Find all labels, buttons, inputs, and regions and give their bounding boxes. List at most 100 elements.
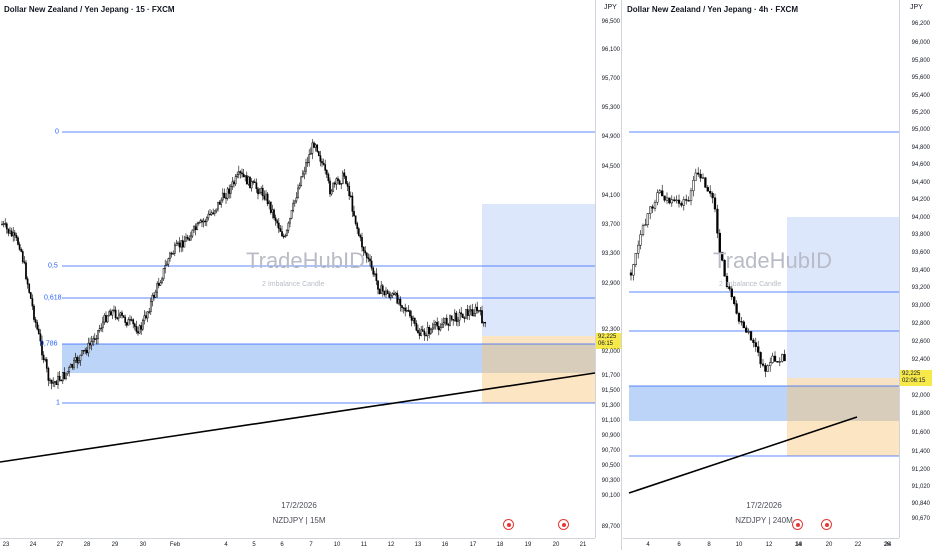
target-zone bbox=[787, 217, 899, 385]
candle-body bbox=[202, 220, 205, 223]
candle-body bbox=[759, 352, 762, 365]
current-price-label: 92,225 06:15 bbox=[596, 333, 621, 349]
candle-body bbox=[181, 240, 184, 248]
candle-body bbox=[186, 236, 189, 239]
candle-body bbox=[31, 298, 34, 307]
price-axis[interactable]: JPY 92,225 02:06:15 96,200 96,000 95,800 95… bbox=[899, 0, 932, 538]
candle-body bbox=[452, 319, 455, 321]
price-tick: 92,300 bbox=[601, 327, 620, 333]
candle-body bbox=[47, 368, 50, 381]
candle-body bbox=[673, 199, 676, 201]
price-tick: 91,020 bbox=[911, 484, 930, 490]
price-tick: 94,000 bbox=[911, 215, 930, 221]
candle-body bbox=[646, 213, 649, 225]
candle-body bbox=[156, 283, 159, 293]
chart-plot-area[interactable] bbox=[623, 0, 899, 538]
candle-body bbox=[69, 364, 72, 368]
candle-body bbox=[428, 326, 431, 334]
price-tick: 94,500 bbox=[601, 164, 620, 170]
candle-body bbox=[201, 220, 203, 223]
candle-body bbox=[101, 321, 104, 329]
candle-body bbox=[145, 315, 147, 319]
time-tick: 10 bbox=[735, 542, 743, 548]
candle-body bbox=[689, 190, 693, 201]
candle-body bbox=[346, 183, 349, 187]
candle-body bbox=[637, 244, 640, 254]
candle-body bbox=[482, 322, 485, 324]
chart-plot-area[interactable] bbox=[0, 0, 595, 538]
candle-body bbox=[474, 306, 477, 314]
candle-body bbox=[484, 322, 487, 324]
candle-body bbox=[316, 144, 319, 152]
event-marker-icon[interactable] bbox=[821, 519, 832, 530]
candle-body bbox=[63, 372, 66, 379]
candle-body bbox=[337, 178, 339, 181]
candle-body bbox=[329, 180, 331, 195]
candle-body bbox=[389, 295, 392, 298]
price-tick: 92,900 bbox=[601, 281, 620, 287]
candle-body bbox=[466, 309, 469, 316]
candle-body bbox=[89, 342, 91, 346]
chart-title: Dollar New Zealand / Yen Jepang · 4h · F… bbox=[627, 5, 798, 14]
date-label: 17/2/2026 bbox=[746, 501, 782, 510]
event-marker-icon[interactable] bbox=[792, 519, 803, 530]
chart-pane-4h[interactable]: Dollar New Zealand / Yen Jepang · 4h · F… bbox=[623, 0, 932, 550]
candle-body bbox=[330, 190, 333, 195]
candle-body bbox=[399, 298, 402, 306]
chart-pane-15m[interactable]: 0 0,5 0,618 0,786 1 Dollar New Zealand /… bbox=[0, 0, 622, 550]
candle-body bbox=[410, 315, 413, 321]
candle-body bbox=[151, 294, 154, 302]
candle-body bbox=[481, 310, 483, 324]
candle-body bbox=[747, 331, 750, 333]
candle-body bbox=[754, 342, 757, 347]
price-tick: 93,600 bbox=[911, 250, 930, 256]
candle-body bbox=[629, 272, 633, 276]
candle-body bbox=[721, 251, 724, 261]
candle-body bbox=[651, 206, 654, 209]
candle-body bbox=[196, 223, 199, 230]
candle-body bbox=[653, 201, 657, 209]
candle-body bbox=[205, 217, 208, 222]
candle-body bbox=[213, 210, 216, 214]
candle-body bbox=[735, 303, 738, 314]
candle-body bbox=[477, 310, 480, 312]
time-tick: 10 bbox=[333, 542, 341, 548]
candle-body bbox=[220, 199, 223, 205]
candle-body bbox=[375, 273, 378, 281]
candle-body bbox=[749, 331, 753, 341]
time-tick: 24 bbox=[29, 542, 37, 548]
candle-body bbox=[479, 310, 482, 312]
candle-body bbox=[265, 193, 267, 200]
candle-body bbox=[33, 305, 35, 320]
candle-body bbox=[153, 294, 155, 298]
trend-line[interactable] bbox=[628, 416, 858, 494]
candle-body bbox=[245, 175, 248, 185]
price-tick: 90,700 bbox=[601, 448, 620, 454]
candle-body bbox=[282, 235, 285, 238]
time-axis[interactable]: 4 6 8 10 12 14 18 20 22 24 26 bbox=[623, 538, 899, 550]
candle-body bbox=[167, 258, 170, 265]
candle-body bbox=[370, 260, 373, 269]
candle-body bbox=[124, 317, 127, 323]
candle-body bbox=[284, 235, 287, 237]
price-tick: 91,400 bbox=[911, 449, 930, 455]
candle-body bbox=[122, 315, 125, 318]
candle-body bbox=[338, 180, 341, 185]
time-axis[interactable]: 23 24 27 28 29 30 Feb 4 5 6 7 10 11 12 13 16 17 18 19 20 21 bbox=[0, 538, 595, 550]
candle-body bbox=[108, 311, 111, 317]
candle-body bbox=[125, 322, 128, 326]
candle-body bbox=[285, 229, 288, 236]
price-axis[interactable]: JPY 92,225 06:15 96,500 96,100 95,700 95,30… bbox=[595, 0, 621, 538]
candle-body bbox=[5, 223, 8, 230]
candle-body bbox=[776, 361, 779, 363]
candle-body bbox=[394, 292, 397, 295]
candle-body bbox=[429, 328, 432, 334]
trend-line[interactable] bbox=[0, 372, 595, 463]
event-marker-icon[interactable] bbox=[558, 519, 569, 530]
candle-body bbox=[266, 193, 269, 205]
candle-body bbox=[311, 142, 314, 154]
candle-body bbox=[159, 282, 162, 286]
event-marker-icon[interactable] bbox=[503, 519, 514, 530]
candle-body bbox=[455, 312, 458, 322]
candle-body bbox=[57, 375, 59, 385]
